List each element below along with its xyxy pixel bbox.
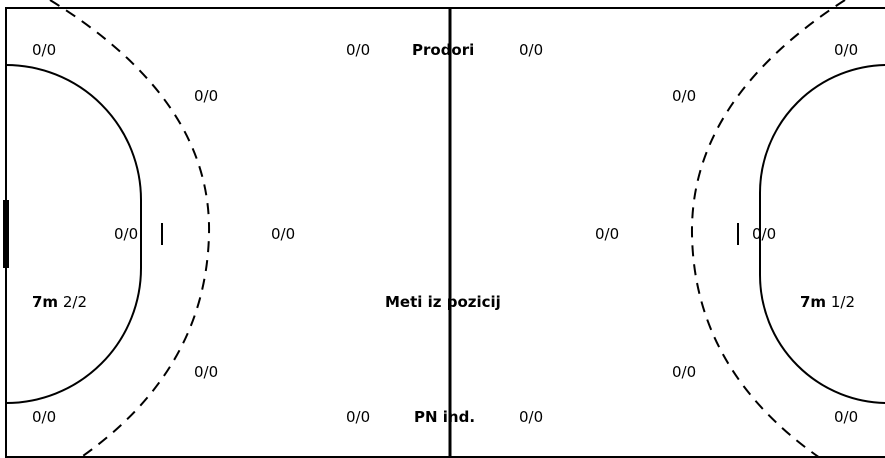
left-goal-area-line [5, 64, 142, 404]
left-backcourt-center-stat: 0/0 [271, 225, 296, 243]
right-backcourt-center-stat: 0/0 [595, 225, 620, 243]
right-seven-m-value: 1/2 [830, 293, 855, 311]
left-seven-m-value: 2/2 [62, 293, 87, 311]
right-goal-area-line [759, 64, 885, 404]
left-free-throw-line [49, 0, 211, 458]
right-back-bottom-stat: 0/0 [672, 363, 697, 381]
right-seven-m-stat: 7m 1/2 [800, 293, 855, 311]
breakthroughs-heading: Prodori [412, 41, 475, 59]
right-wing-bottom-stat: 0/0 [834, 408, 859, 426]
right-back-top-stat: 0/0 [672, 87, 697, 105]
left-fast-breaks-stat: 0/0 [346, 408, 371, 426]
left-seven-m-stat: 7m 2/2 [32, 293, 87, 311]
right-wing-top-stat: 0/0 [834, 41, 859, 59]
left-pivot-stat: 0/0 [114, 225, 139, 243]
left-wing-bottom-stat: 0/0 [32, 408, 57, 426]
left-breakthroughs-stat: 0/0 [346, 41, 371, 59]
left-wing-top-stat: 0/0 [32, 41, 57, 59]
right-fast-breaks-stat: 0/0 [519, 408, 544, 426]
right-breakthroughs-stat: 0/0 [519, 41, 544, 59]
right-pivot-stat: 0/0 [752, 225, 777, 243]
right-seven-m-label: 7m [800, 293, 827, 311]
left-seven-m-label: 7m [32, 293, 59, 311]
left-back-top-stat: 0/0 [194, 87, 219, 105]
left-back-bottom-stat: 0/0 [194, 363, 219, 381]
right-free-throw-line [690, 0, 846, 458]
positional-shots-heading: Meti iz pozicij [385, 293, 501, 311]
fast-breaks-heading: PN ind. [414, 408, 476, 426]
